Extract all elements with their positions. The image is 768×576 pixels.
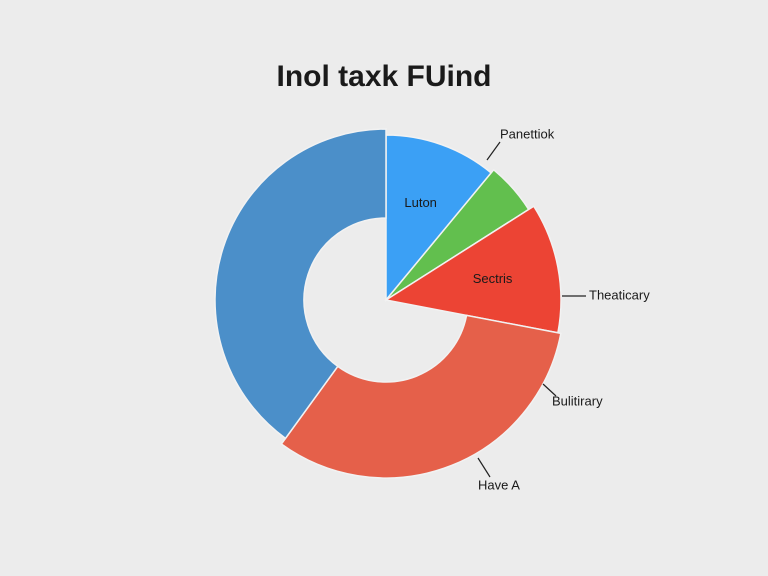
callout-label: Theaticary [589, 287, 650, 302]
labels: Luton Sectris Panettiok Theaticary Bulitirar… [404, 126, 650, 492]
callout-line [486, 141, 501, 161]
slice-label: Luton [404, 195, 437, 210]
slice-label: Sectris [473, 271, 513, 286]
chart-title: Inol taxk FUind [276, 60, 491, 93]
slices [214, 128, 562, 479]
pie-slice [280, 314, 562, 479]
callout-line [542, 383, 557, 397]
callout-label: Panettiok [500, 126, 555, 141]
callout-label: Bulitirary [552, 393, 603, 408]
callout-label: Have A [478, 477, 520, 492]
pie-slice [214, 128, 387, 440]
callout-line [477, 457, 491, 478]
